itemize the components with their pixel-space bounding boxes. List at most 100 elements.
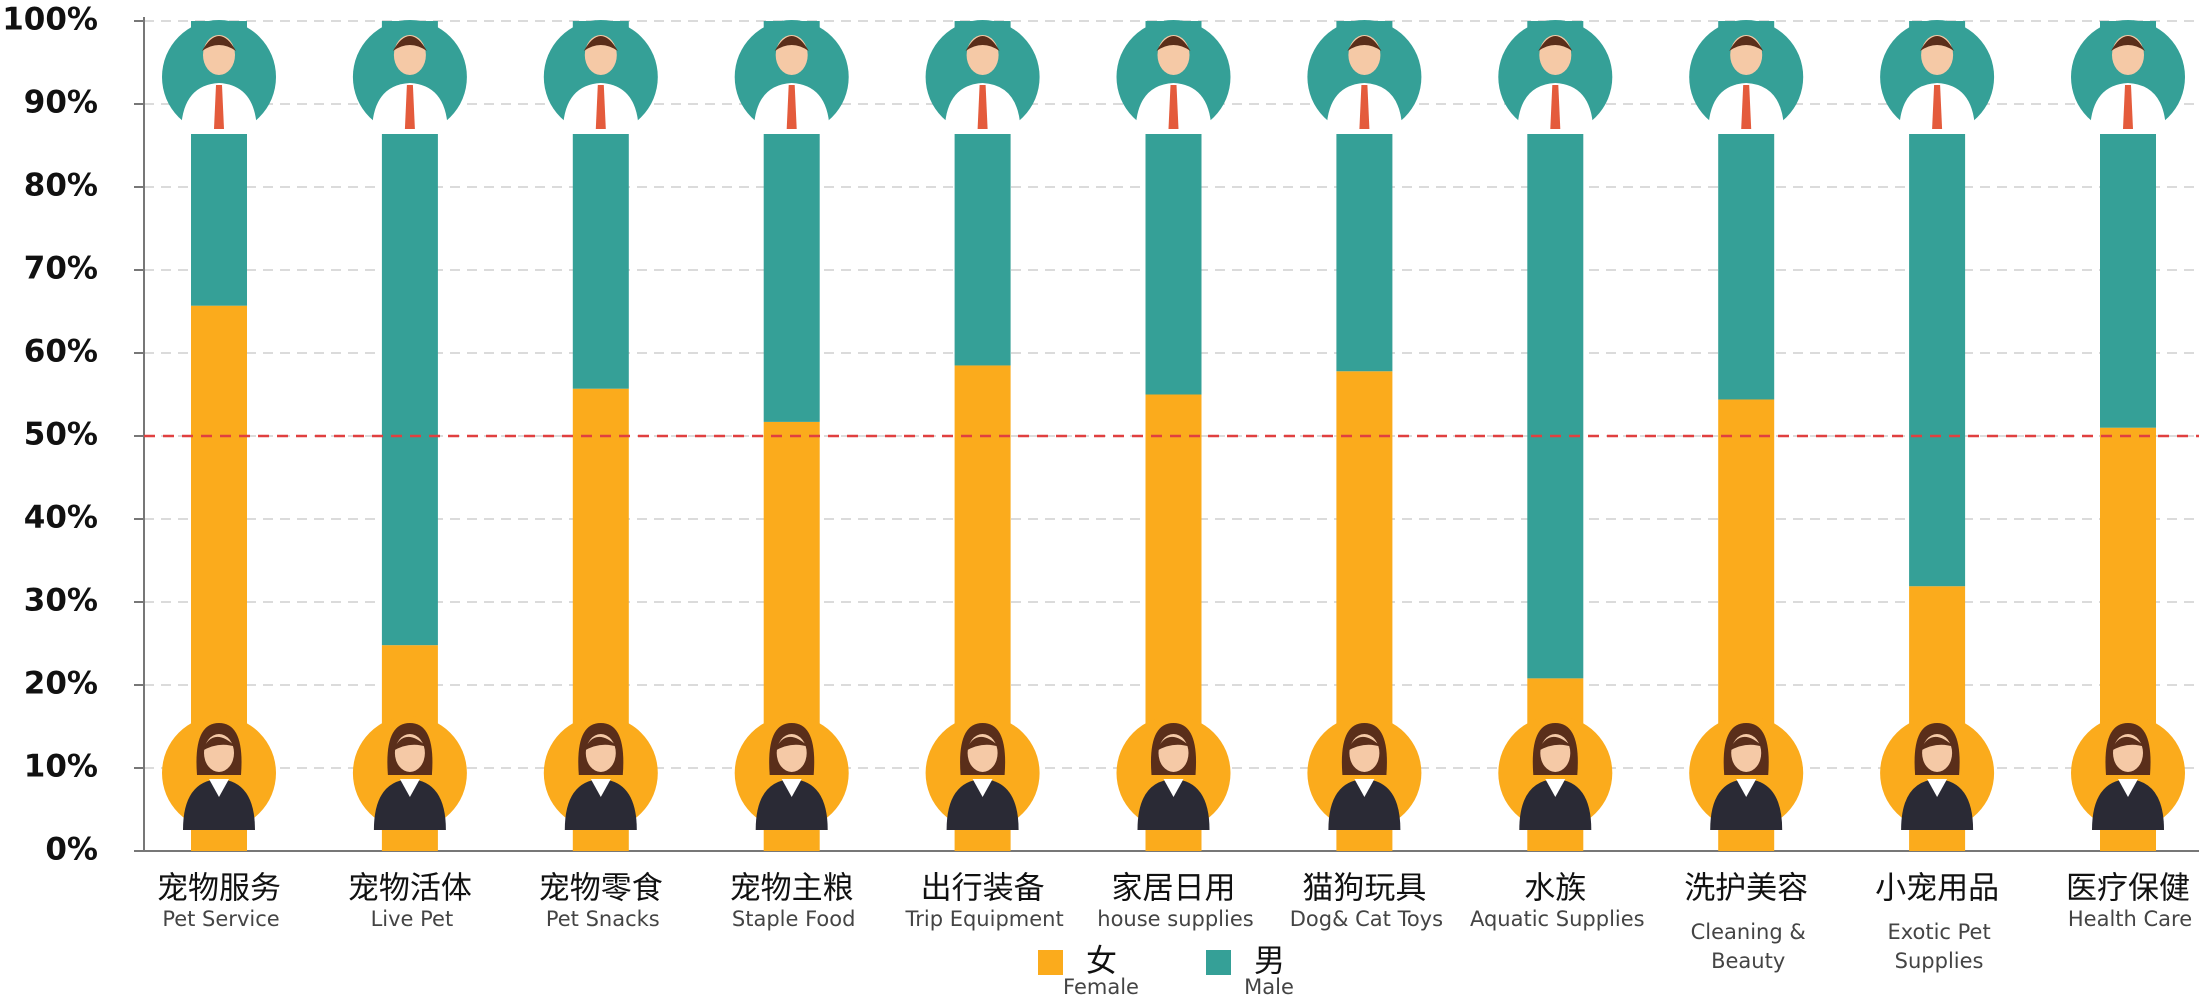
- male-icon: [352, 20, 467, 134]
- icon-body: [183, 779, 255, 830]
- male-icon: [543, 20, 658, 134]
- y-tick-label: 50%: [24, 417, 98, 453]
- icon-fringe: [392, 736, 427, 751]
- x-tick-label: 洗护美容: [1684, 871, 1808, 907]
- icon-tie: [1932, 85, 1943, 129]
- icon-hair: [1729, 36, 1764, 51]
- icon-hair: [774, 36, 809, 51]
- icon-hair: [1920, 36, 1955, 51]
- x-tick-label: 宠物活体: [348, 871, 472, 907]
- y-tick-label: 40%: [24, 500, 98, 536]
- x-tick-sublabel: Trip Equipment: [904, 907, 1063, 931]
- female-icon: [1307, 716, 1422, 830]
- sublabel-line: Exotic Pet: [1887, 920, 1990, 944]
- icon-hair: [1538, 36, 1573, 51]
- icon-fringe: [1156, 736, 1191, 751]
- icon-fringe: [202, 736, 236, 751]
- icon-fringe: [1729, 736, 1764, 751]
- icon-fringe: [774, 736, 809, 751]
- x-tick-label: 宠物服务: [157, 871, 281, 907]
- icon-hair: [2111, 36, 2145, 51]
- male-icon: [1116, 20, 1231, 134]
- icon-collar: [590, 779, 611, 797]
- female-icon: [1880, 716, 1995, 830]
- y-tick-label: 0%: [45, 832, 98, 868]
- x-tick-sublabel: Dog& Cat Toys: [1290, 907, 1443, 931]
- icon-collar: [209, 779, 229, 797]
- female-icon: [925, 716, 1040, 830]
- icon-collar: [1736, 779, 1757, 797]
- sublabel-line: Cleaning &: [1691, 920, 1806, 944]
- icon-tie: [1168, 85, 1179, 129]
- icon-body: [1710, 779, 1783, 830]
- x-tick-label: 医疗保健: [2066, 871, 2190, 907]
- icon-collar: [1163, 779, 1184, 797]
- x-tick-sublabel: Health Care: [2068, 907, 2192, 931]
- icon-hair: [1347, 36, 1382, 51]
- legend-label: 男: [1254, 944, 1285, 980]
- female-icon: [734, 716, 849, 830]
- x-tick-sublabel: Live Pet: [371, 907, 454, 931]
- icon-hair: [392, 36, 427, 51]
- x-tick-sublabel: Staple Food: [732, 907, 856, 931]
- x-tick-sublabel: Aquatic Supplies: [1470, 907, 1645, 931]
- female-icon: [543, 716, 658, 830]
- male-icon: [162, 20, 276, 134]
- icon-body: [1328, 779, 1401, 830]
- female-icon: [2071, 716, 2185, 830]
- male-icon: [1689, 20, 1804, 134]
- female-icon: [1116, 716, 1231, 830]
- male-icon: [2071, 20, 2185, 134]
- female-icon: [352, 716, 467, 830]
- x-tick-sublabel: Pet Snacks: [546, 907, 660, 931]
- legend-sublabel: Female: [1063, 975, 1139, 999]
- x-tick-sublabel: house supplies: [1097, 907, 1253, 931]
- icon-tie: [595, 85, 606, 129]
- y-tick-label: 10%: [24, 749, 98, 785]
- icon-body: [1519, 779, 1592, 830]
- icon-body: [755, 779, 828, 830]
- legend-label: 女: [1086, 944, 1117, 980]
- male-icon: [1880, 20, 1995, 134]
- female-icon: [1498, 716, 1613, 830]
- icon-hair: [1156, 36, 1191, 51]
- icon-fringe: [965, 736, 1000, 751]
- icon-tie: [2123, 85, 2133, 129]
- male-icon: [1498, 20, 1613, 134]
- icon-body: [564, 779, 637, 830]
- icon-fringe: [1538, 736, 1573, 751]
- x-tick-label: 宠物主粮: [730, 871, 854, 907]
- x-tick-label: 出行装备: [921, 871, 1045, 907]
- y-tick-label: 60%: [24, 334, 98, 370]
- y-tick-label: 70%: [24, 251, 98, 287]
- icon-body: [373, 779, 446, 830]
- legend-sublabel: Male: [1244, 975, 1294, 999]
- icon-hair: [583, 36, 618, 51]
- y-tick-label: 100%: [2, 2, 98, 38]
- y-tick-label: 20%: [24, 666, 98, 702]
- x-tick-sublabel: Exotic Pet Supplies: [1887, 920, 1990, 973]
- icon-tie: [977, 85, 988, 129]
- x-tick-label: 宠物零食: [539, 871, 663, 907]
- icon-fringe: [1347, 736, 1382, 751]
- icon-collar: [399, 779, 420, 797]
- icon-tie: [786, 85, 797, 129]
- icon-collar: [1927, 779, 1948, 797]
- icon-tie: [1741, 85, 1752, 129]
- icon-tie: [1550, 85, 1561, 129]
- icon-tie: [214, 85, 224, 129]
- icon-collar: [1545, 779, 1566, 797]
- sublabel-line: Beauty: [1711, 949, 1785, 973]
- y-tick-label: 30%: [24, 583, 98, 619]
- sublabel-line: Supplies: [1895, 949, 1984, 973]
- icon-body: [1901, 779, 1974, 830]
- icon-collar: [2118, 779, 2138, 797]
- y-tick-label: 80%: [24, 168, 98, 204]
- x-tick-label: 小宠用品: [1875, 871, 1999, 907]
- female-icon: [1689, 716, 1804, 830]
- male-icon: [1307, 20, 1422, 134]
- legend-swatch: [1038, 950, 1063, 975]
- y-tick-label: 90%: [24, 85, 98, 121]
